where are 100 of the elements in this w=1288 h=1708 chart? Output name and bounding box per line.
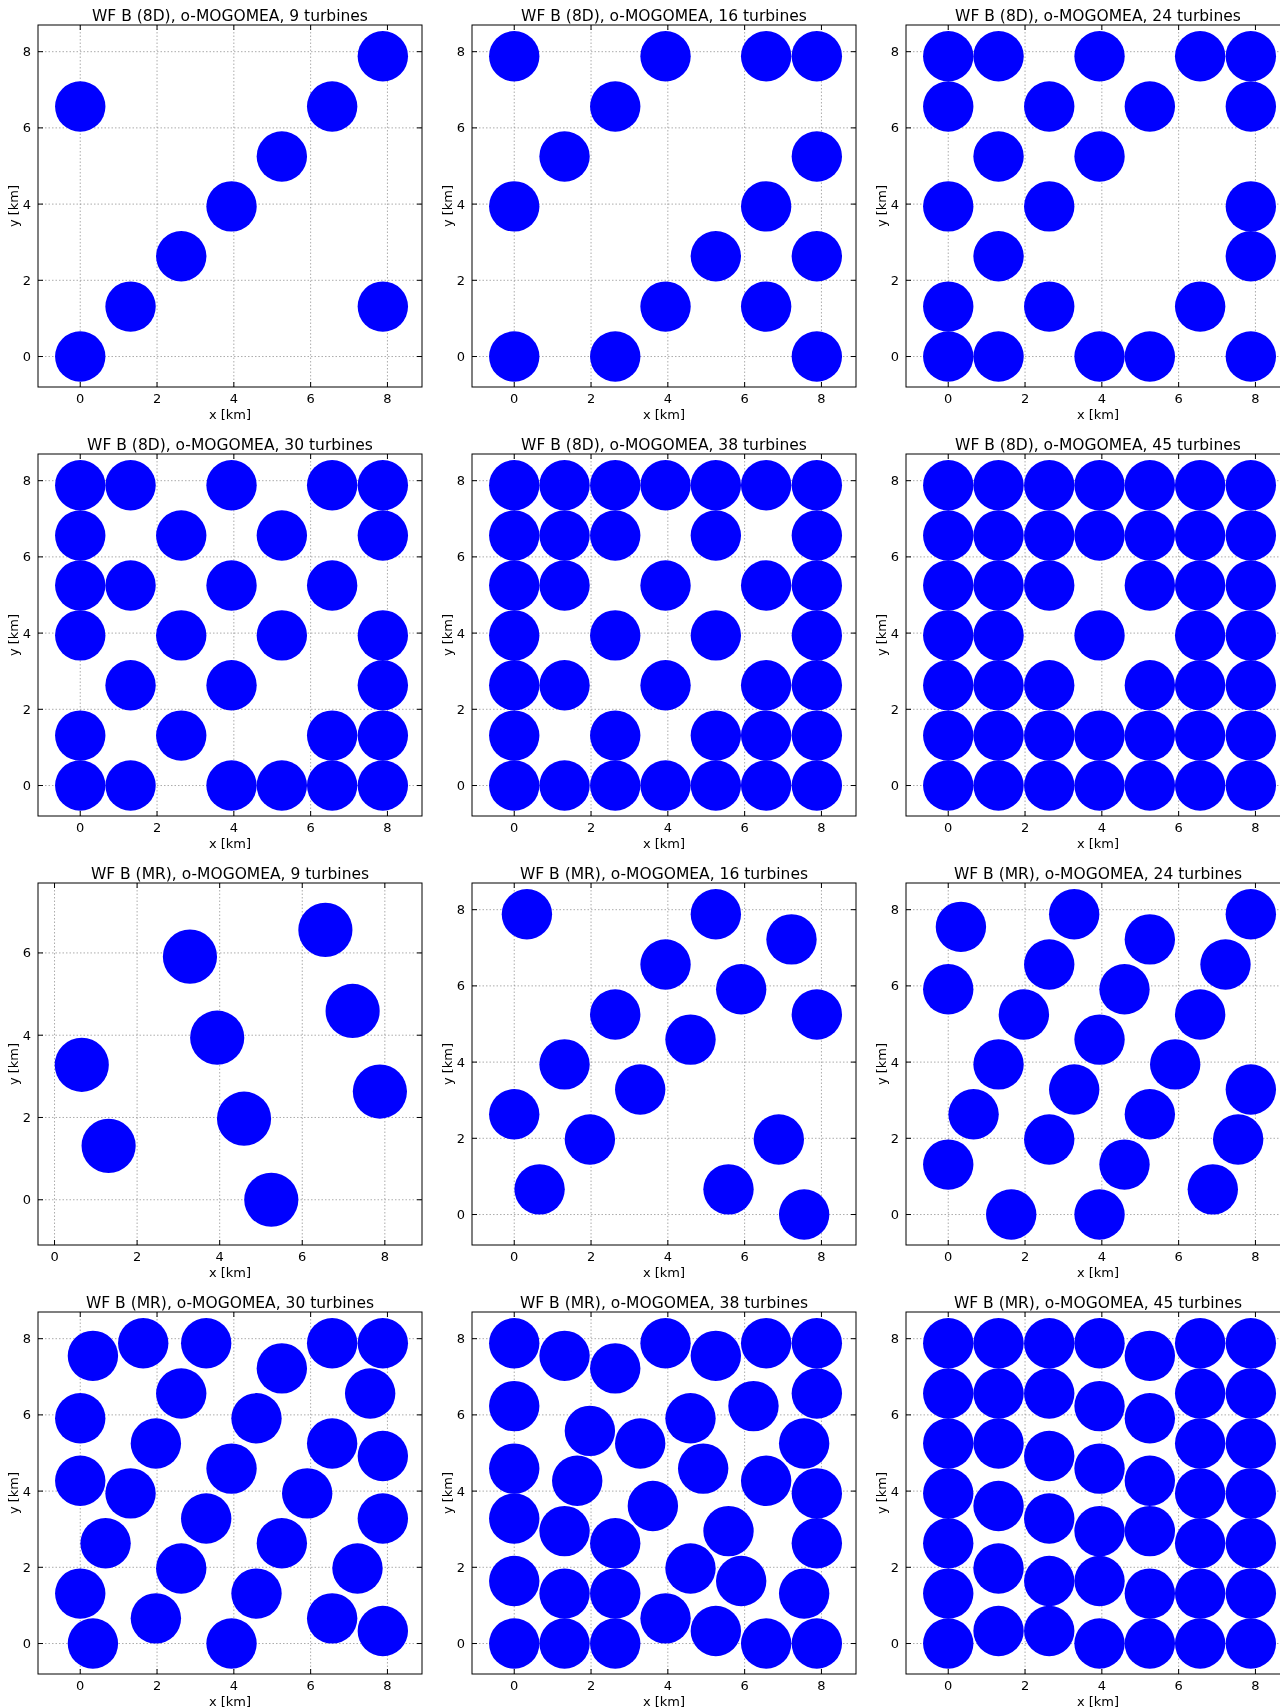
point bbox=[690, 1330, 742, 1382]
point bbox=[590, 81, 641, 132]
point bbox=[357, 1493, 409, 1544]
point bbox=[791, 1518, 843, 1569]
point bbox=[1074, 1618, 1125, 1669]
point bbox=[1225, 1568, 1277, 1619]
point bbox=[539, 560, 590, 611]
point bbox=[665, 1543, 716, 1594]
point bbox=[156, 1543, 207, 1594]
y-tick-label: 6 bbox=[456, 1407, 465, 1423]
point bbox=[1024, 760, 1075, 811]
chart-title: WF B (MR), o-MOGOMEA, 16 turbines bbox=[519, 865, 809, 883]
point bbox=[703, 1164, 754, 1215]
point bbox=[973, 610, 1024, 661]
y-tick-label: 0 bbox=[22, 1192, 31, 1208]
point bbox=[1024, 1114, 1075, 1165]
x-tick-label: 4 bbox=[215, 1249, 224, 1264]
point bbox=[1124, 914, 1176, 965]
point bbox=[1074, 1555, 1125, 1607]
point bbox=[489, 760, 540, 811]
point bbox=[923, 1318, 974, 1369]
point bbox=[105, 460, 156, 511]
point bbox=[1024, 460, 1075, 511]
point bbox=[690, 1605, 742, 1657]
point bbox=[1024, 1430, 1075, 1482]
point bbox=[590, 1568, 641, 1619]
y-tick-label: 8 bbox=[890, 473, 899, 489]
point bbox=[1074, 510, 1125, 561]
point bbox=[489, 1555, 540, 1607]
y-tick-label: 4 bbox=[22, 196, 31, 212]
point bbox=[1074, 610, 1125, 661]
point bbox=[923, 560, 974, 611]
point bbox=[690, 510, 742, 561]
point bbox=[1124, 1330, 1176, 1382]
point bbox=[256, 760, 308, 811]
point bbox=[1124, 1505, 1176, 1557]
y-tick-label: 0 bbox=[22, 1636, 31, 1652]
point bbox=[740, 1455, 792, 1506]
point bbox=[105, 660, 156, 711]
point bbox=[615, 1418, 666, 1469]
point bbox=[489, 1493, 540, 1544]
x-tick-label: 0 bbox=[944, 1678, 953, 1693]
point bbox=[1124, 710, 1176, 761]
point bbox=[156, 510, 207, 561]
point bbox=[564, 1114, 616, 1165]
point bbox=[640, 760, 691, 811]
x-tick-label: 2 bbox=[152, 1678, 162, 1693]
x-axis-title: x [km] bbox=[642, 407, 686, 422]
point bbox=[489, 1618, 540, 1669]
point bbox=[690, 610, 742, 661]
point bbox=[923, 1368, 974, 1419]
point bbox=[1024, 1555, 1075, 1607]
y-tick-label: 8 bbox=[890, 1331, 899, 1347]
point bbox=[791, 131, 843, 182]
point bbox=[740, 710, 792, 761]
point bbox=[640, 460, 691, 511]
y-tick-label: 8 bbox=[456, 473, 465, 489]
point bbox=[539, 510, 590, 561]
point bbox=[216, 1091, 272, 1146]
y-tick-label: 0 bbox=[456, 1636, 465, 1652]
x-tick-label: 0 bbox=[76, 1678, 85, 1693]
point bbox=[357, 460, 409, 511]
point bbox=[923, 1468, 974, 1519]
point bbox=[740, 460, 792, 511]
y-tick-label: 0 bbox=[456, 778, 465, 794]
point bbox=[55, 460, 106, 511]
point bbox=[1124, 1618, 1176, 1669]
point bbox=[256, 610, 308, 661]
point bbox=[973, 1039, 1024, 1090]
x-tick-label: 2 bbox=[586, 1678, 596, 1693]
y-axis-title: y [km] bbox=[6, 1042, 21, 1086]
point bbox=[590, 1343, 641, 1394]
point bbox=[690, 889, 742, 940]
point bbox=[489, 31, 540, 82]
point bbox=[791, 989, 843, 1040]
point bbox=[690, 760, 742, 811]
x-tick-label: 4 bbox=[663, 820, 672, 835]
point bbox=[677, 1443, 729, 1494]
point bbox=[1174, 760, 1226, 811]
point bbox=[1225, 710, 1277, 761]
point bbox=[357, 1318, 409, 1369]
x-tick-label: 4 bbox=[1097, 391, 1106, 406]
point bbox=[80, 1518, 131, 1569]
point bbox=[1024, 1605, 1075, 1657]
x-tick-label: 6 bbox=[740, 1249, 749, 1264]
point bbox=[105, 560, 156, 611]
point bbox=[55, 81, 106, 132]
point bbox=[766, 914, 817, 965]
point bbox=[118, 1318, 169, 1369]
point bbox=[1124, 1393, 1176, 1444]
point bbox=[1225, 1518, 1277, 1569]
y-tick-label: 2 bbox=[456, 272, 465, 288]
point bbox=[55, 1568, 106, 1619]
point bbox=[489, 610, 540, 661]
y-tick-label: 6 bbox=[890, 1407, 899, 1423]
point bbox=[791, 710, 843, 761]
y-axis-title: y [km] bbox=[440, 184, 455, 228]
x-tick-label: 2 bbox=[1020, 1249, 1030, 1264]
point bbox=[1024, 281, 1075, 332]
point bbox=[1174, 1318, 1226, 1369]
